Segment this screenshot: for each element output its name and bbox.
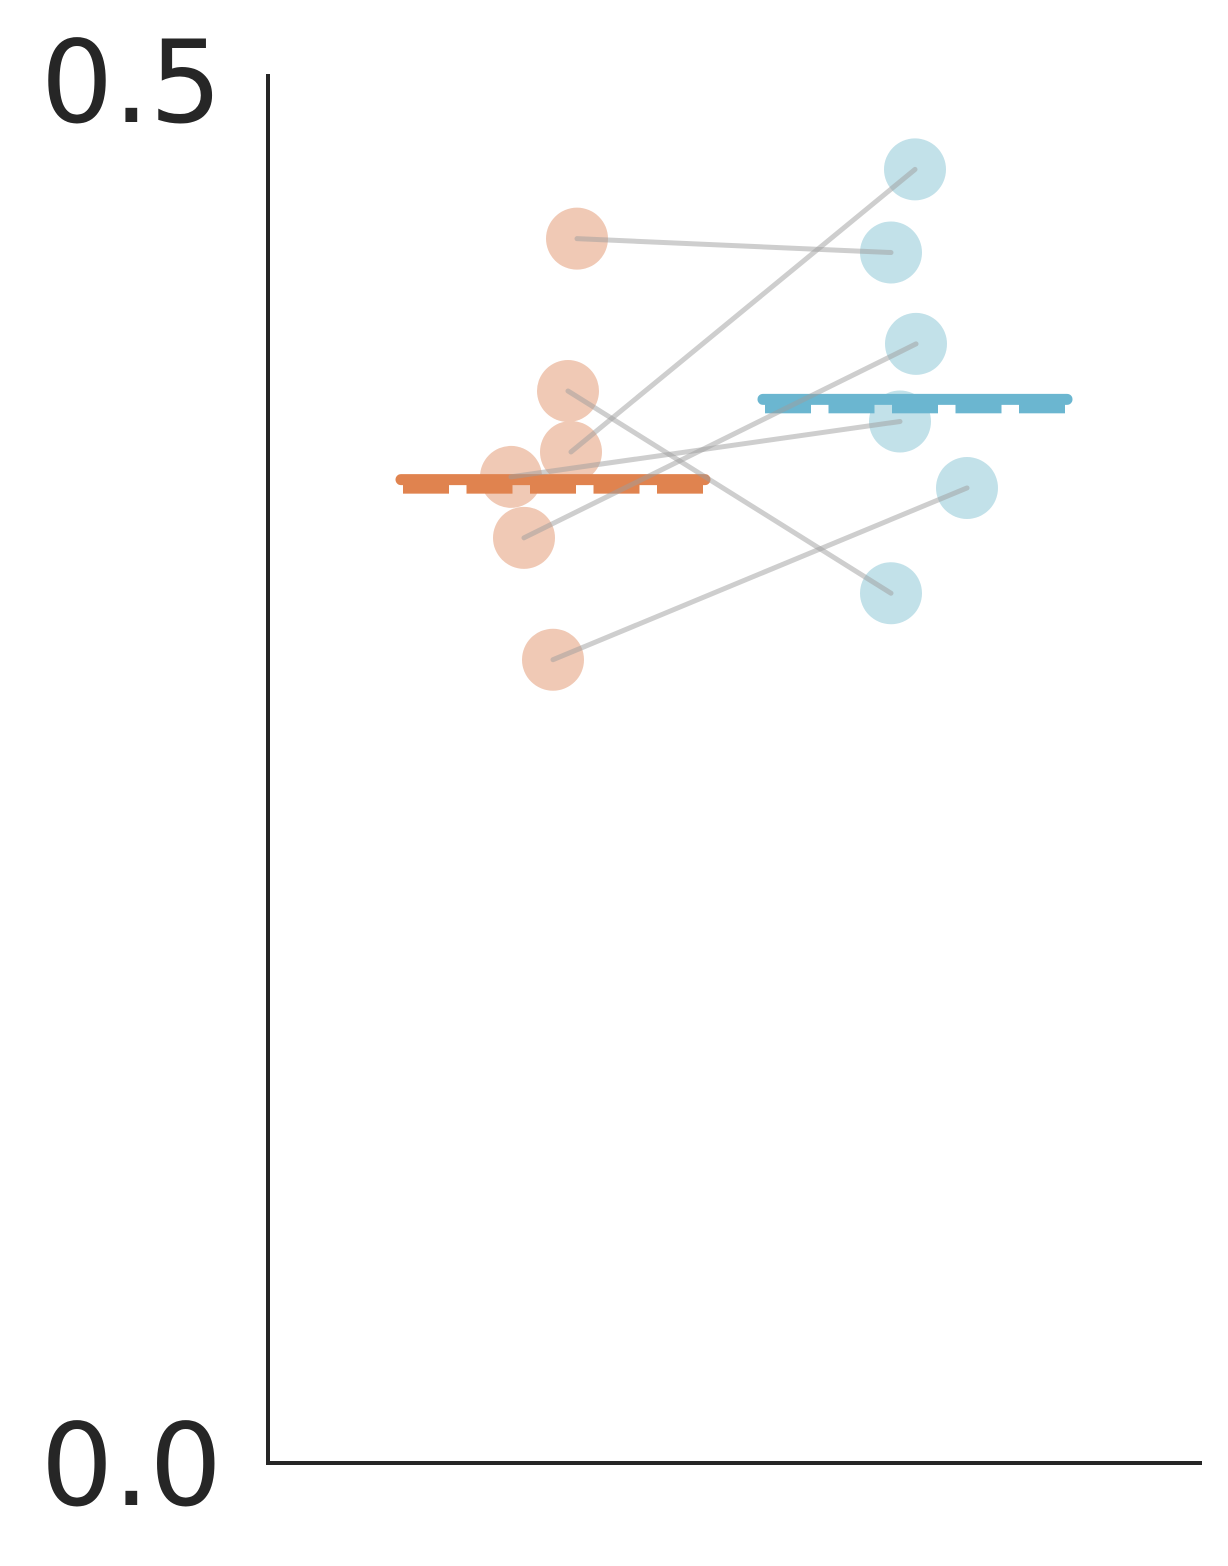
pair-lines-layer [508, 166, 970, 663]
group-1-mean-bar [395, 474, 711, 494]
y-tick-label-max: 0.5 [41, 16, 222, 149]
group-2-mean-bar [757, 393, 1073, 414]
y-tick-label-min: 0.0 [41, 1399, 222, 1532]
pair-line [521, 341, 919, 541]
pair-line [550, 485, 970, 663]
pair-line [565, 388, 894, 596]
pair-line [574, 236, 894, 256]
points-layer [480, 138, 998, 691]
pair-line [568, 166, 918, 455]
